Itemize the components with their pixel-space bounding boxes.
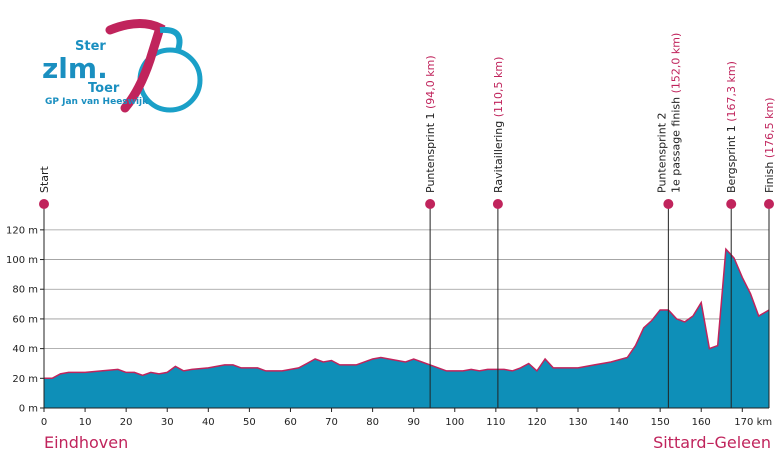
x-tick-label: 90 — [407, 417, 420, 428]
y-tick-label: 20 m — [12, 374, 38, 385]
logo-text: Toer — [88, 81, 120, 96]
logo-text: zlm. — [42, 52, 108, 85]
x-tick-label: 170 km — [734, 417, 772, 428]
marker-name: 1e passage finish — [669, 97, 682, 193]
x-tick-label: 120 — [527, 417, 546, 428]
y-tick-label: 0 m — [19, 404, 38, 415]
marker-dot — [492, 199, 503, 209]
x-tick-label: 30 — [161, 417, 174, 428]
marker-name: Start — [38, 165, 51, 193]
marker-label: 1e passage finish (152,0 km) — [669, 33, 682, 193]
marker-km: (176,5 km) — [763, 98, 776, 159]
x-tick-label: 80 — [366, 417, 379, 428]
marker-label: Puntensprint 1 (94,0 km) — [424, 55, 437, 193]
x-tick-label: 0 — [41, 417, 47, 428]
marker-name: Bergsprint 1 — [725, 125, 738, 193]
elevation-area — [44, 249, 769, 408]
x-tick-label: 160 — [692, 417, 711, 428]
marker-km: (94,0 km) — [424, 55, 437, 109]
logo-subtitle: GP Jan van Heeswijk — [45, 97, 149, 107]
start-city: Eindhoven — [44, 433, 128, 452]
x-tick-label: 40 — [202, 417, 215, 428]
marker-dot — [425, 199, 436, 209]
marker-dot — [39, 199, 49, 209]
logo-text: Ster — [75, 39, 106, 54]
x-tick-label: 100 — [445, 417, 464, 428]
y-tick-label: 100 m — [6, 255, 38, 266]
marker-name: Puntensprint 1 — [424, 112, 437, 193]
x-tick-label: 110 — [486, 417, 505, 428]
x-tick-label: 60 — [284, 417, 297, 428]
finish-city: Sittard–Geleen — [653, 433, 771, 452]
logo-rider — [105, 19, 166, 113]
marker-name: Finish — [763, 162, 776, 193]
marker-label: Ravitaillering (110,5 km) — [492, 57, 505, 193]
marker-label: Puntensprint 2 — [655, 112, 668, 193]
marker-km: (110,5 km) — [492, 57, 505, 118]
x-tick-label: 10 — [79, 417, 92, 428]
y-tick-label: 40 m — [12, 344, 38, 355]
x-tick-label: 20 — [120, 417, 133, 428]
x-tick-label: 70 — [325, 417, 338, 428]
x-tick-label: 140 — [610, 417, 629, 428]
marker-label: Bergsprint 1 (167,3 km) — [725, 61, 738, 193]
marker-name: Puntensprint 2 — [655, 112, 668, 193]
x-tick-label: 150 — [651, 417, 670, 428]
marker-dot — [764, 199, 774, 209]
marker-dot — [663, 199, 674, 209]
marker-label: Finish (176,5 km) — [763, 98, 776, 193]
marker-km: (152,0 km) — [669, 33, 682, 94]
elevation-line — [44, 247, 770, 380]
marker-dot — [726, 199, 737, 209]
marker-km: (167,3 km) — [725, 61, 738, 122]
logo-rider — [159, 26, 183, 51]
logo: Ster zlm. Toer GP Jan van Heeswijk — [42, 19, 203, 113]
y-tick-label: 120 m — [6, 225, 38, 236]
y-tick-label: 60 m — [12, 314, 38, 325]
y-tick-label: 80 m — [12, 285, 38, 296]
marker-name: Ravitaillering — [492, 121, 505, 193]
x-tick-label: 50 — [243, 417, 256, 428]
x-tick-label: 130 — [568, 417, 587, 428]
marker-label: Start — [38, 165, 51, 193]
